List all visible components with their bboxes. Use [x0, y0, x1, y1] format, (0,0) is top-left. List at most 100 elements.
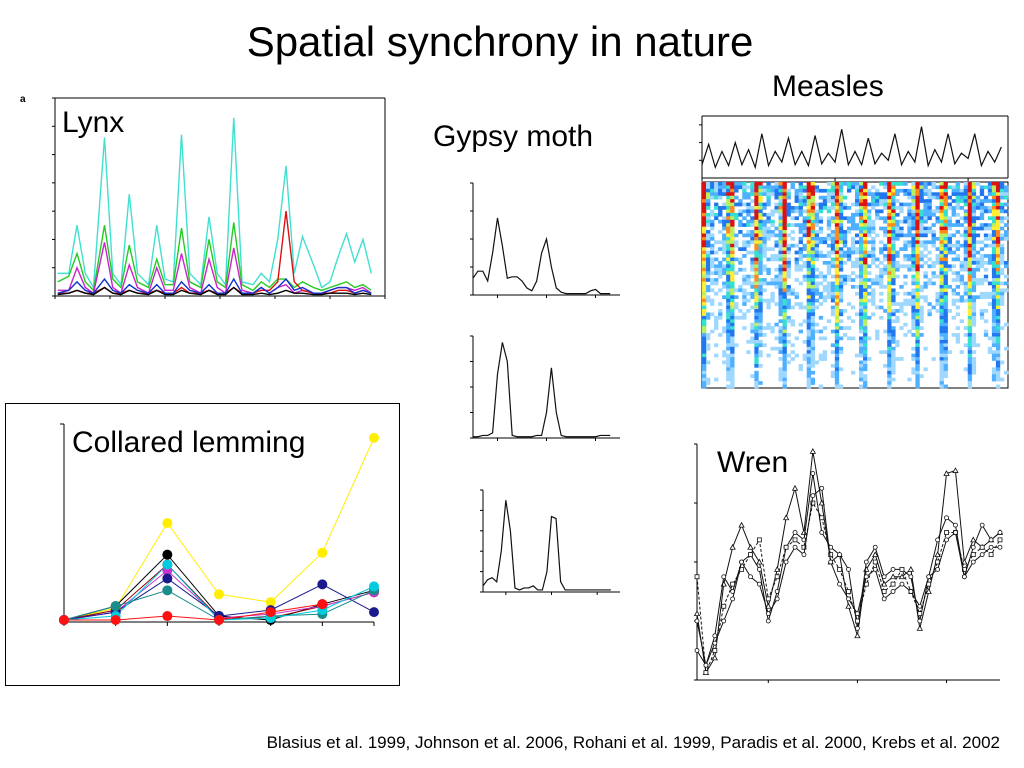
measles-heatmap-cell	[778, 267, 783, 272]
measles-heatmap-cell	[943, 223, 948, 227]
measles-heatmap-cell	[762, 243, 767, 248]
measles-heatmap-cell	[730, 216, 735, 221]
measles-heatmap-cell	[931, 192, 936, 197]
measles-heatmap-cell	[947, 195, 952, 200]
measles-heatmap-cell	[875, 199, 880, 203]
measles-heatmap-cell	[871, 288, 876, 293]
measles-heatmap-cell	[967, 267, 973, 272]
wren-point	[782, 514, 790, 521]
measles-heatmap-cell	[730, 188, 735, 193]
measles-heatmap-cell	[730, 260, 735, 265]
measles-heatmap-cell	[838, 291, 844, 296]
measles-heatmap-cell	[754, 339, 759, 344]
measles-heatmap-cell	[774, 278, 779, 282]
measles-heatmap-cell	[915, 233, 920, 238]
measles-heatmap-cell	[995, 350, 1001, 354]
measles-heatmap-cell	[991, 260, 997, 265]
gypsy-oak-series-line-0	[472, 217, 611, 295]
measles-heatmap-cell	[806, 295, 812, 300]
measles-heatmap-cell	[855, 260, 860, 265]
measles-heatmap-cell	[971, 305, 977, 310]
measles-heatmap-cell	[754, 360, 759, 365]
measles-heatmap-cell	[907, 219, 912, 224]
measles-heatmap-cell	[975, 226, 981, 231]
measles-heatmap-cell	[935, 291, 940, 296]
measles-heatmap-cell	[943, 329, 948, 334]
measles-heatmap-cell	[863, 260, 868, 265]
measles-heatmap-cell	[911, 291, 916, 296]
wren-point	[953, 522, 958, 528]
measles-heatmap-cell	[834, 360, 840, 365]
measles-heatmap-cell	[863, 236, 868, 241]
measles-heatmap-cell	[943, 202, 948, 207]
measles-heatmap-cell	[758, 202, 763, 207]
measles-heatmap-cell	[726, 295, 731, 300]
measles-heatmap-cell	[754, 188, 759, 193]
measles-heatmap-cell	[754, 233, 759, 238]
measles-heatmap-cell	[778, 333, 783, 337]
measles-heatmap-cell	[891, 250, 896, 255]
measles-heatmap-cell	[758, 192, 763, 197]
measles-heatmap-cell	[758, 264, 763, 269]
measles-heatmap-cell	[935, 236, 940, 241]
measles-heatmap-cell	[706, 274, 711, 279]
measles-heatmap-cell	[899, 285, 904, 289]
measles-heatmap-cell	[810, 243, 816, 248]
measles-heatmap-cell	[778, 243, 783, 248]
measles-heatmap-cell	[951, 278, 956, 282]
measles-heatmap-cell	[883, 216, 888, 221]
measles-heatmap-cell	[758, 233, 763, 238]
gypsy-oak-chart	[470, 182, 620, 298]
measles-heatmap-cell	[975, 260, 981, 265]
measles-heatmap-cell	[802, 216, 807, 221]
measles-heatmap-cell	[907, 202, 912, 207]
measles-heatmap-cell	[991, 370, 997, 375]
measles-heatmap-cell	[863, 274, 868, 279]
measles-heatmap-cell	[798, 188, 803, 193]
measles-heatmap-cell	[806, 223, 812, 227]
measles-heatmap-cell	[983, 233, 989, 238]
measles-heatmap-cell	[770, 188, 775, 193]
measles-heatmap-cell	[875, 257, 880, 262]
measles-heatmap-cell	[818, 240, 824, 245]
wren-point	[890, 589, 896, 594]
measles-heatmap-cell	[859, 319, 864, 324]
measles-heatmap-cell	[738, 199, 743, 203]
measles-heatmap-cell	[778, 223, 783, 227]
measles-heatmap-cell	[855, 192, 860, 197]
measles-heatmap-cell	[726, 267, 731, 272]
measles-heatmap-cell	[814, 188, 820, 193]
measles-heatmap-cell	[810, 188, 816, 193]
measles-heatmap-cell	[758, 250, 763, 255]
measles-heatmap-cell	[850, 240, 856, 245]
measles-heatmap-cell	[895, 264, 900, 269]
measles-heatmap-cell	[911, 226, 916, 231]
measles-heatmap-cell	[810, 209, 816, 214]
measles-heatmap-cell	[991, 250, 997, 255]
wren-point	[988, 537, 994, 543]
measles-heatmap-cell	[782, 363, 787, 368]
measles-heatmap-cell	[915, 315, 920, 320]
measles-heatmap-cell	[758, 298, 763, 303]
measles-heatmap-cell	[730, 233, 735, 238]
measles-heatmap-cell	[995, 274, 1001, 279]
wren-point	[774, 596, 780, 602]
measles-heatmap-cell	[710, 264, 715, 269]
measles-heatmap-cell	[726, 339, 731, 344]
measles-heatmap-cell	[883, 185, 888, 190]
measles-heatmap-cell	[923, 281, 928, 286]
measles-heatmap-cell	[782, 309, 787, 313]
measles-heatmap-cell	[714, 291, 719, 296]
measles-heatmap-cell	[867, 291, 872, 296]
measles-heatmap-cell	[782, 260, 787, 265]
measles-heatmap-cell	[774, 274, 779, 279]
measles-heatmap-cell	[850, 212, 856, 217]
measles-heatmap-cell	[838, 254, 844, 258]
measles-heatmap-cell	[722, 250, 727, 255]
measles-heatmap-cell	[895, 250, 900, 255]
measles-heatmap-cell	[778, 250, 783, 255]
measles-heatmap-cell	[782, 257, 787, 262]
measles-heatmap-cell	[863, 250, 868, 255]
measles-heatmap-cell	[943, 305, 948, 310]
measles-heatmap-cell	[955, 195, 960, 200]
